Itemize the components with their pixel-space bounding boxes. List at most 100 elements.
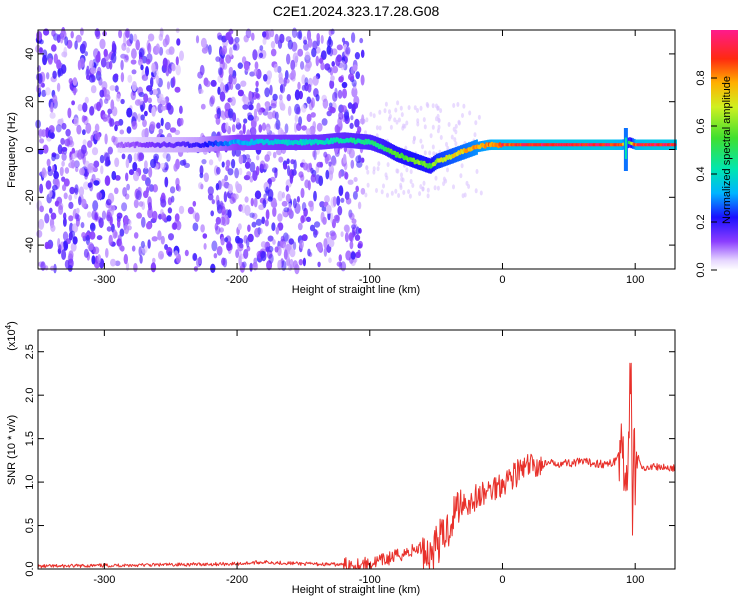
- snr-y-tick-label: 0.5: [24, 518, 36, 533]
- spectrogram-noise-cell: [332, 65, 339, 74]
- spectrogram-noise-cell: [144, 160, 148, 170]
- spectrogram-noise-cell: [51, 29, 56, 37]
- spectrogram-noise-cell: [446, 167, 449, 173]
- spectrogram-noise-cell: [426, 193, 430, 199]
- spectrogram-noise-cell: [301, 202, 307, 212]
- spectrogram-noise-cell: [435, 116, 438, 122]
- spectrogram-noise-cell: [224, 174, 229, 182]
- spectrogram-noise-cell: [267, 111, 274, 120]
- spectrogram-noise-cell: [361, 114, 365, 125]
- spectrogram-noise-cell: [285, 193, 291, 203]
- spectrogram-noise-cell: [397, 117, 401, 123]
- spectrogram-noise-cell: [303, 39, 308, 45]
- spectrogram-noise-cell: [92, 166, 99, 173]
- spectrogram-noise-cell: [68, 215, 74, 222]
- spectrogram-noise-cell: [45, 243, 52, 249]
- spectrogram-noise-cell: [250, 126, 257, 135]
- spectrogram-noise-cell: [260, 251, 267, 262]
- spectrogram-noise-cell: [238, 154, 244, 165]
- spectrogram-noise-cell: [110, 99, 115, 111]
- spectrogram-noise-cell: [234, 167, 240, 179]
- spectrogram-noise-cell: [112, 229, 118, 239]
- spectrogram-noise-cell: [258, 109, 263, 116]
- spectrogram-noise-cell: [283, 163, 288, 170]
- spectrogram-noise-cell: [254, 190, 262, 200]
- spectrogram-noise-cell: [126, 107, 133, 118]
- spectrogram-noise-cell: [105, 61, 111, 70]
- spectrogram-noise-cell: [372, 169, 376, 175]
- spectrogram-noise-cell: [131, 69, 137, 75]
- spectrogram-noise-cell: [260, 241, 267, 248]
- spectrogram-noise-cell: [192, 222, 199, 232]
- spectrogram-noise-cell: [80, 222, 85, 229]
- spectrogram-noise-cell: [50, 265, 55, 271]
- spectrogram-noise-cell: [384, 101, 388, 107]
- spectrogram-noise-cell: [91, 255, 96, 265]
- spectrogram-noise-cell: [114, 73, 119, 79]
- spectrogram-noise-cell: [230, 96, 236, 107]
- spectrogram-noise-cell: [152, 257, 156, 264]
- spectrogram-noise-cell: [328, 165, 335, 175]
- spectrogram-noise-cell: [173, 250, 179, 257]
- spectrogram-noise-cell: [82, 139, 87, 147]
- spectrogram-noise-cell: [169, 186, 176, 194]
- spectrogram-noise-cell: [348, 232, 354, 242]
- spectrogram-noise-cell: [208, 159, 214, 166]
- spectrogram-noise-cell: [140, 240, 145, 249]
- spectrogram-noise-cell: [141, 216, 146, 228]
- spectrogram-noise-cell: [67, 107, 72, 119]
- spectrogram-noise-cell: [243, 60, 250, 71]
- spectrogram-noise-cell: [237, 62, 243, 69]
- spectrogram-noise-cell: [302, 162, 309, 171]
- spectrogram-noise-cell: [242, 123, 246, 135]
- spectrogram-noise-cell: [465, 180, 469, 186]
- spectrogram-noise-cell: [151, 236, 158, 242]
- spectrogram-noise-cell: [136, 212, 143, 219]
- spectrogram-noise-cell: [439, 135, 443, 140]
- colorbar-tick-label: 0.6: [695, 118, 707, 133]
- spectrogram-noise-cell: [299, 239, 304, 249]
- spectrogram-noise-cell: [200, 183, 204, 190]
- spectrogram-noise-cell: [127, 74, 133, 83]
- spectrogram-noise-cell: [61, 122, 67, 130]
- spectrogram-noise-cell: [68, 250, 74, 260]
- spectrogram-noise-cell: [280, 235, 285, 242]
- spectrogram-noise-cell: [433, 185, 437, 191]
- spectrogram-noise-cell: [273, 63, 279, 73]
- spectrogram-noise-cell: [298, 171, 304, 178]
- spectrogram-noise-cell: [366, 169, 370, 175]
- spectrogram-noise-cell: [399, 185, 403, 191]
- spectrogram-noise-cell: [316, 241, 323, 252]
- snr-y-tick-label: 2.0: [24, 388, 36, 403]
- spectrogram-noise-cell: [309, 224, 316, 232]
- spectrogram-noise-cell: [335, 55, 341, 67]
- spectrogram-noise-cell: [81, 40, 87, 50]
- spectrogram-noise-cell: [133, 199, 139, 209]
- spectrogram-noise-cell: [129, 33, 134, 44]
- spectrogram-noise-cell: [223, 191, 228, 203]
- spectrogram-noise-cell: [168, 233, 174, 241]
- snr-y-tick-label: 0.0: [24, 561, 36, 576]
- spectrogram-noise-cell: [63, 217, 67, 227]
- spectrogram-noise-cell: [419, 184, 423, 190]
- spectrogram-noise-cell: [388, 109, 391, 115]
- spectrogram-noise-cell: [48, 189, 53, 198]
- spectrogram-noise-cell: [344, 232, 349, 243]
- spectrogram-noise-cell: [145, 66, 149, 77]
- spectrogram-noise-cell: [351, 32, 356, 43]
- spectrogram-noise-cell: [361, 157, 365, 163]
- spectrogram-noise-cell: [365, 165, 369, 171]
- spectrogram-noise-cell: [169, 127, 177, 133]
- spectrogram-noise-cell: [293, 159, 297, 170]
- spectrogram-noise-cell: [257, 226, 261, 235]
- spectrogram-noise-cell: [407, 105, 411, 111]
- spectrogram-noise-cell: [175, 158, 180, 170]
- spectrogram-noise-cell: [51, 44, 57, 52]
- spectrogram-noise-cell: [255, 218, 262, 226]
- spectrogram-x-tick-label: 0: [499, 274, 505, 286]
- spectrogram-noise-cell: [67, 264, 73, 272]
- spectrogram-noise-cell: [119, 228, 125, 237]
- spectrogram-noise-cell: [160, 253, 164, 259]
- spectrogram-noise-cell: [436, 185, 440, 191]
- spectrogram-noise-cell: [304, 77, 309, 86]
